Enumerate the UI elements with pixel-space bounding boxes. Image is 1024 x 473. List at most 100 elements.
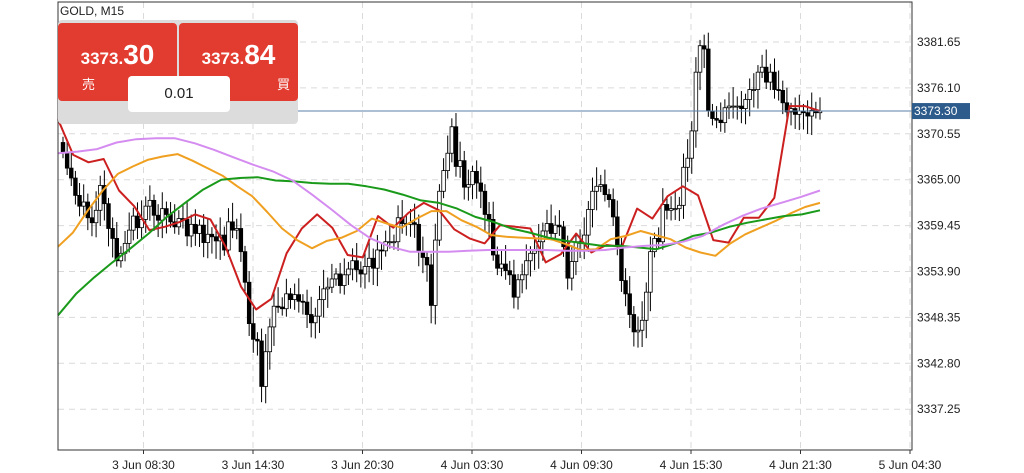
- candle-body: [325, 286, 330, 290]
- candle-body: [673, 208, 678, 211]
- candle-body: [226, 221, 231, 251]
- candle-body: [350, 260, 355, 270]
- x-tick-label: 4 Jun 21:30: [769, 458, 832, 472]
- plot-frame: [57, 1, 913, 451]
- candle-body: [764, 66, 769, 83]
- candle-body: [259, 340, 264, 387]
- candle-body: [251, 323, 256, 340]
- moving-average-orange: [57, 153, 821, 257]
- candle-body: [106, 203, 111, 229]
- x-tick-label: 4 Jun 15:30: [660, 458, 723, 472]
- candle-body: [263, 351, 268, 387]
- candle-body: [89, 217, 95, 224]
- candle-body: [685, 157, 690, 168]
- candle-body: [623, 280, 628, 295]
- candle-body: [639, 319, 645, 331]
- candle-body: [697, 45, 703, 73]
- candle-body: [387, 241, 392, 244]
- axes: 3381.65 3376.10 3370.55 3365.00 3359.45 3353.…: [57, 1, 970, 472]
- candle-body: [722, 107, 728, 124]
- candle-body: [395, 217, 401, 243]
- candle-body: [726, 105, 732, 109]
- candle-body: [561, 226, 566, 248]
- candle-body: [77, 195, 82, 207]
- candle-body: [371, 257, 376, 269]
- sell-price: 3373.30: [58, 39, 177, 71]
- candle-body: [747, 89, 752, 100]
- candle-body: [147, 199, 153, 207]
- candle-body: [809, 109, 814, 117]
- candle-body: [714, 118, 719, 121]
- candle-body: [445, 152, 450, 172]
- candle-body: [462, 160, 467, 188]
- candle-body: [189, 223, 194, 237]
- buy-price-suffix: 84: [244, 39, 276, 70]
- candle-body: [143, 205, 148, 220]
- candle-body: [586, 209, 591, 236]
- sell-price-suffix: 30: [123, 39, 155, 70]
- candle-body: [739, 105, 744, 109]
- sell-price-prefix: 3373.: [80, 49, 124, 68]
- candle-body: [321, 288, 326, 301]
- candle-body: [507, 270, 512, 276]
- y-tick-label: 3370.55: [917, 127, 961, 141]
- candle-body: [267, 326, 273, 353]
- candle-body: [499, 263, 504, 269]
- x-tick-label: 3 Jun 08:30: [112, 458, 175, 472]
- y-tick-label: 3337.25: [917, 402, 961, 416]
- candle-body: [627, 293, 632, 315]
- moving-average-green: [57, 176, 821, 316]
- y-tick-label: 3353.90: [917, 265, 961, 279]
- moving-average-violet: [57, 137, 821, 253]
- candle-body: [213, 236, 219, 242]
- candle-body: [93, 209, 99, 224]
- x-tick-label: 4 Jun 03:30: [441, 458, 504, 472]
- candle-body: [358, 269, 364, 275]
- lot-size-input[interactable]: 0.01: [128, 76, 230, 112]
- candle-body: [602, 184, 608, 195]
- candle-body: [743, 99, 748, 109]
- candle-body: [730, 105, 736, 108]
- y-tick-label: 3359.45: [917, 219, 961, 233]
- candle-body: [379, 249, 384, 252]
- candle-body: [594, 185, 599, 192]
- y-tick-label: 3365.00: [917, 173, 961, 187]
- candle-body: [255, 338, 260, 342]
- candle-body: [280, 306, 285, 310]
- candle-body: [482, 190, 488, 215]
- candle-body: [548, 223, 554, 234]
- candle-body: [755, 71, 761, 90]
- candle-body: [569, 261, 575, 279]
- candle-body: [64, 152, 70, 169]
- candle-body: [284, 293, 289, 310]
- candle-body: [69, 167, 74, 179]
- candle-body: [478, 182, 483, 192]
- buy-price-prefix: 3373.: [201, 49, 245, 68]
- one-click-trade-panel: 3373.30 売 3373.84 買 0.01: [58, 20, 298, 124]
- candle-body: [677, 204, 682, 210]
- candle-body: [780, 89, 785, 104]
- candle-body: [366, 257, 372, 267]
- candle-body: [619, 244, 624, 281]
- current-price-tag: [912, 103, 970, 120]
- candle-body: [416, 223, 421, 253]
- candle-body: [751, 89, 757, 91]
- candle-body: [615, 216, 620, 246]
- candle-body: [511, 274, 517, 298]
- candle-body: [164, 208, 169, 215]
- candle-body: [635, 329, 641, 333]
- candle-body: [246, 281, 252, 325]
- candle-body: [631, 314, 637, 333]
- symbol-timeframe-label: GOLD, M15: [60, 4, 125, 18]
- sell-label: 売: [82, 77, 96, 92]
- candle-body: [441, 170, 446, 192]
- candle-body: [110, 228, 115, 239]
- candle-body: [503, 263, 508, 272]
- candle-body: [131, 215, 136, 231]
- candle-body: [238, 228, 244, 253]
- candle-body: [515, 279, 521, 298]
- candle-body: [114, 238, 119, 262]
- candle-body: [693, 71, 699, 132]
- candle-body: [317, 299, 322, 317]
